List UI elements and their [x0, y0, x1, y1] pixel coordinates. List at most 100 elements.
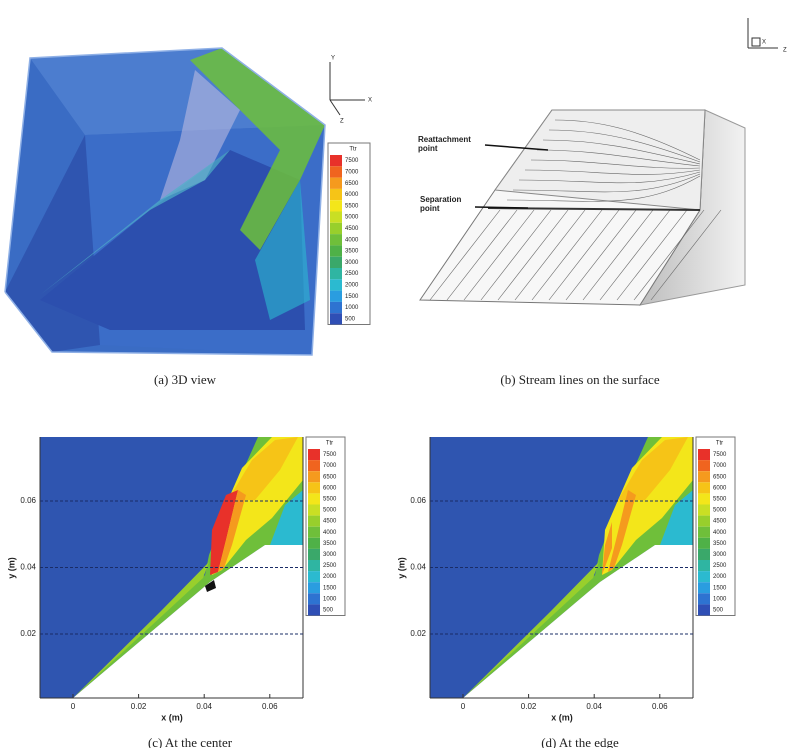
- legend-swatch: [330, 279, 342, 291]
- y-axis-label: y (m): [396, 557, 406, 579]
- legend-label: 1500: [345, 294, 359, 300]
- legend-swatch: [698, 560, 710, 572]
- legend-swatch: [330, 256, 342, 268]
- legend-swatch: [698, 515, 710, 527]
- y-axis-label: y (m): [6, 557, 16, 579]
- legend-label: 3000: [345, 260, 359, 266]
- legend-swatch: [698, 504, 710, 516]
- contour-plot: 0.02 0.04 0.06 0 0.02 0.04 0.06 x (m) y (m) (c) A…: [6, 437, 304, 748]
- body: [463, 545, 693, 698]
- arrow: [484, 144, 549, 151]
- hot-fringe: [608, 490, 636, 572]
- legend-label: 1500: [323, 585, 337, 591]
- legend-label: 5500: [713, 497, 727, 503]
- legend-swatch: [698, 482, 710, 494]
- streamline: [542, 139, 701, 165]
- inner-wedge: [40, 150, 305, 330]
- caption: (b) Stream lines on the surface: [500, 372, 659, 387]
- streamline: [514, 209, 586, 301]
- legend-swatch: [698, 593, 710, 605]
- legend-swatch: [698, 493, 710, 505]
- legend-label: 5000: [323, 508, 337, 514]
- legend-swatch: [330, 211, 342, 223]
- x-tick-label: 0.06: [262, 702, 278, 711]
- legend-swatch: [330, 222, 342, 235]
- x-tick-label: 0: [461, 702, 466, 711]
- legend-swatch: [330, 166, 342, 178]
- legend-label: 3000: [323, 552, 337, 558]
- shock-green: [190, 48, 325, 250]
- legend-swatch: [308, 460, 320, 472]
- legend-swatch: [698, 548, 710, 560]
- legend-label: 4500: [345, 226, 359, 232]
- legend-swatch: [330, 290, 342, 302]
- stream-view: [419, 18, 778, 306]
- streamline: [512, 173, 701, 193]
- shock-surface: [160, 70, 240, 200]
- legend-swatch: [308, 493, 320, 505]
- legend-swatch: [330, 313, 342, 325]
- legend-label: 2000: [323, 574, 337, 580]
- legend-label: 4000: [713, 530, 727, 536]
- streamline: [582, 209, 654, 301]
- legend-label: 2000: [345, 283, 359, 289]
- streamline: [463, 209, 535, 301]
- legend-swatch: [698, 449, 710, 461]
- legend-label: 5000: [713, 508, 727, 514]
- legend-label: 6000: [323, 485, 337, 491]
- triad-box: [751, 37, 761, 47]
- legend-label: 7000: [323, 463, 337, 469]
- legend-label: 7500: [345, 158, 359, 164]
- x-tick-label: 0.06: [652, 702, 668, 711]
- streamline: [429, 209, 501, 301]
- annotation: point: [418, 144, 438, 153]
- legend-label: 4000: [323, 530, 337, 536]
- legend-swatch: [308, 582, 320, 594]
- legend-swatch: [330, 177, 342, 189]
- streamline: [633, 209, 705, 301]
- legend-swatch: [308, 571, 320, 583]
- arrow: [474, 206, 529, 209]
- legend-swatch: [330, 155, 342, 167]
- legend-swatch: [330, 234, 342, 246]
- streamline: [524, 169, 701, 175]
- legend-label: 4000: [345, 237, 359, 243]
- triad-label: Z: [783, 48, 787, 54]
- legend-label: 500: [713, 608, 724, 614]
- caption: (d) At the edge: [541, 735, 619, 748]
- streamline: [480, 209, 552, 301]
- y-tick-label: 0.06: [20, 496, 36, 505]
- legend-label: 2500: [345, 271, 359, 277]
- triad-label: Z: [340, 119, 344, 125]
- hot-fringe: [218, 490, 246, 572]
- legend-swatch: [698, 582, 710, 594]
- hot-core: [210, 490, 238, 575]
- streamline: [554, 119, 701, 161]
- legend-label: 3500: [713, 541, 727, 547]
- legend-swatch: [308, 537, 320, 549]
- shock-layer: [40, 150, 230, 295]
- legend-swatch: [308, 548, 320, 560]
- legend-label: 5500: [345, 203, 359, 209]
- warm-core: [602, 522, 612, 575]
- legend-title: Ttr: [326, 441, 333, 447]
- streamline: [531, 209, 603, 301]
- legend-label: 2500: [323, 563, 337, 569]
- legend-title: Ttr: [349, 147, 356, 153]
- legend-label: 500: [345, 316, 356, 322]
- legend-swatch: [330, 301, 342, 314]
- legend-label: 7500: [713, 452, 727, 458]
- y-tick-label: 0.06: [410, 496, 426, 505]
- legend-label: 3500: [323, 541, 337, 547]
- legend-swatch: [698, 537, 710, 549]
- triad-label: X: [762, 40, 766, 46]
- legend-swatch: [698, 604, 710, 616]
- legend-label: 6000: [345, 192, 359, 198]
- streamline: [446, 209, 518, 301]
- legend-swatch: [308, 482, 320, 494]
- legend-swatch: [308, 449, 320, 461]
- contour-plot: 0.02 0.04 0.06 0 0.02 0.04 0.06 x (m) y (m) (d) A…: [396, 437, 694, 748]
- streamline: [536, 149, 701, 167]
- post-shock: [602, 437, 693, 575]
